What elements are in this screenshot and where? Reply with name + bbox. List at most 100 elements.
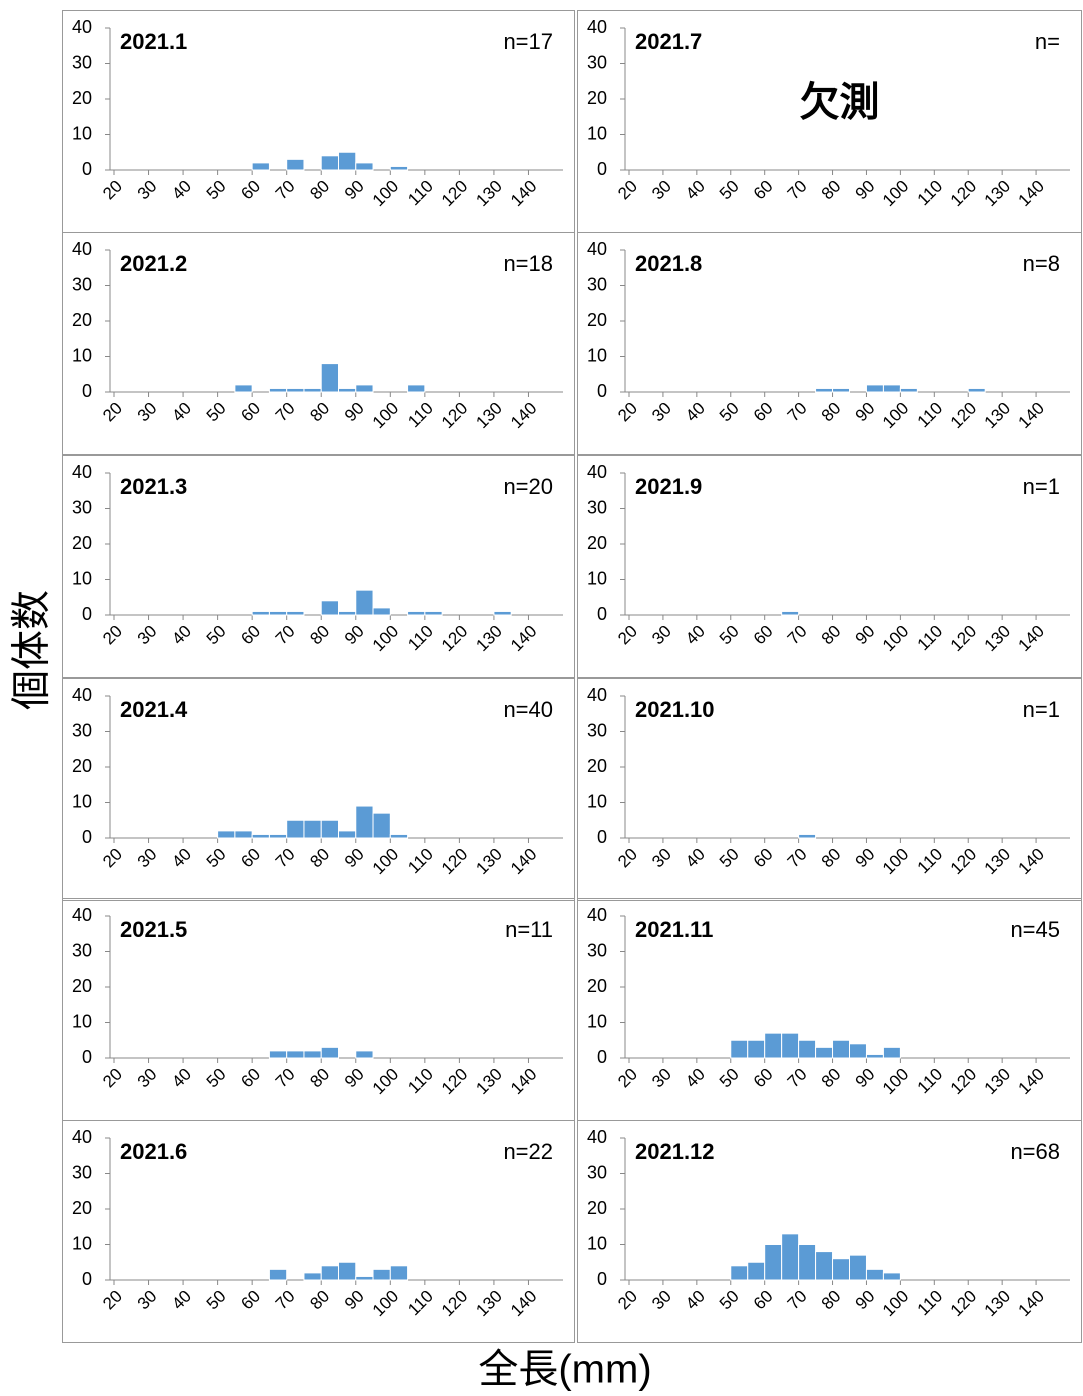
x-tick-label: 70 [784, 845, 811, 872]
x-tick-label: 140 [1015, 845, 1048, 878]
bar [882, 1046, 901, 1059]
bar [781, 610, 800, 616]
x-tick-label: 100 [879, 399, 912, 432]
y-tick-label: 0 [597, 159, 607, 179]
y-tick-label: 10 [72, 123, 92, 143]
x-tick-label: 20 [99, 845, 126, 872]
x-tick-label: 100 [879, 177, 912, 210]
x-tick-label: 50 [203, 845, 230, 872]
bar [320, 155, 340, 171]
bar [764, 1244, 783, 1281]
x-tick-label: 140 [1015, 177, 1048, 210]
bar [424, 610, 443, 616]
panel-title: 2021.6 [120, 1139, 187, 1164]
x-tick-label: 20 [99, 1065, 126, 1092]
sample-size: n=40 [503, 697, 553, 722]
panel-title: 2021.8 [635, 251, 702, 276]
x-tick-label: 140 [507, 399, 540, 432]
x-tick-label: 90 [852, 177, 879, 204]
y-tick-label: 30 [587, 497, 607, 517]
bar [372, 607, 391, 616]
y-tick-label: 10 [587, 1233, 607, 1253]
x-tick-label: 50 [716, 845, 743, 872]
panel-border [577, 455, 1082, 678]
x-tick-label: 40 [682, 622, 709, 649]
x-tick-label: 110 [914, 399, 947, 432]
y-tick-label: 40 [72, 239, 92, 259]
sample-size: n=45 [1010, 917, 1060, 942]
x-tick-label: 30 [648, 845, 675, 872]
x-tick-label: 100 [879, 845, 912, 878]
bar [338, 151, 357, 171]
bar [798, 1039, 817, 1059]
x-tick-label: 40 [168, 622, 195, 649]
y-tick-label: 20 [587, 976, 607, 996]
x-tick-label: 130 [472, 622, 505, 655]
x-tick-label: 20 [614, 177, 641, 204]
sample-size: n=18 [503, 251, 553, 276]
y-tick-label: 30 [72, 52, 92, 72]
x-tick-label: 100 [879, 1287, 912, 1320]
y-tick-label: 20 [587, 1198, 607, 1218]
bar [798, 833, 817, 839]
bar [372, 1268, 391, 1281]
bar [407, 610, 426, 616]
bar [303, 1050, 322, 1059]
x-tick-label: 110 [404, 845, 437, 878]
panel: 0 10 20 30 40 20 30 40 50 60 70 80 90 100 110 120 130 140… [62, 898, 575, 1121]
sample-size: n=17 [503, 29, 553, 54]
bar [338, 830, 357, 839]
x-tick-label: 60 [237, 845, 264, 872]
x-tick-label: 140 [507, 177, 540, 210]
bar [355, 1050, 374, 1059]
bar [389, 165, 409, 171]
x-tick-label: 130 [981, 845, 1014, 878]
y-tick-label: 20 [72, 533, 92, 553]
sample-size: n=68 [1010, 1139, 1060, 1164]
x-tick-label: 100 [879, 1065, 912, 1098]
x-tick-label: 90 [852, 1065, 879, 1092]
bar [338, 1261, 357, 1281]
x-tick-label: 110 [404, 399, 437, 432]
bar [747, 1039, 766, 1059]
x-tick-label: 90 [341, 1287, 368, 1314]
x-tick-label: 90 [852, 399, 879, 426]
x-tick-label: 130 [981, 399, 1014, 432]
bar [268, 1050, 288, 1059]
x-tick-label: 140 [507, 622, 540, 655]
sample-size: n=20 [503, 474, 553, 499]
bar [355, 1275, 374, 1281]
bar [815, 1046, 834, 1059]
bar [268, 610, 288, 616]
y-tick-label: 30 [72, 940, 92, 960]
x-tick-label: 20 [614, 1065, 641, 1092]
x-tick-label: 30 [134, 399, 161, 426]
y-tick-label: 20 [72, 756, 92, 776]
x-tick-label: 100 [369, 1065, 402, 1098]
x-tick-label: 60 [750, 1065, 777, 1092]
bar [286, 1050, 305, 1059]
panel-title: 2021.7 [635, 29, 702, 54]
panel-border [62, 1120, 575, 1343]
y-tick-label: 0 [597, 381, 607, 401]
x-tick-label: 40 [682, 177, 709, 204]
bar [882, 384, 901, 393]
x-tick-label: 110 [404, 177, 437, 210]
x-tick-label: 90 [341, 845, 368, 872]
x-tick-label: 110 [914, 845, 947, 878]
bar [268, 833, 288, 839]
panel: 0 10 20 30 40 20 30 40 50 60 70 80 90 100 110 120 130 140… [577, 232, 1082, 455]
y-tick-label: 40 [587, 17, 607, 37]
x-tick-label: 20 [99, 622, 126, 649]
x-tick-label: 130 [472, 399, 505, 432]
x-tick-label: 70 [784, 622, 811, 649]
bar [849, 1254, 867, 1281]
y-tick-label: 30 [587, 1162, 607, 1182]
y-tick-label: 30 [72, 497, 92, 517]
bar [303, 819, 322, 839]
sample-size: n=1 [1023, 474, 1060, 499]
bar [781, 1032, 800, 1059]
y-tick-label: 40 [587, 1127, 607, 1147]
y-tick-label: 20 [587, 756, 607, 776]
bar [268, 1268, 288, 1281]
